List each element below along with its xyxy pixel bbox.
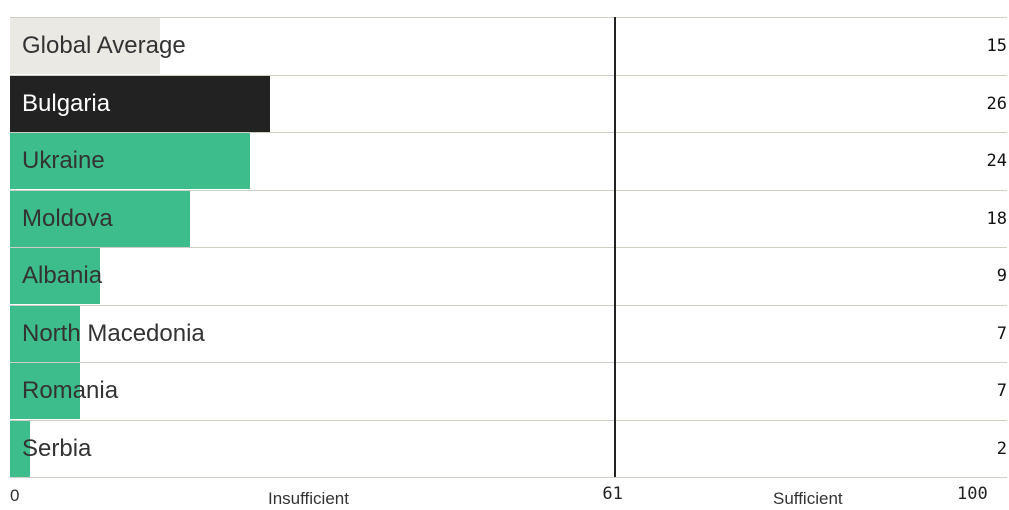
data-label: 9 <box>996 266 1007 286</box>
zone-label-sufficient: Sufficient <box>773 489 843 508</box>
category-label: Bulgaria <box>22 89 111 117</box>
bar <box>10 75 270 132</box>
bar-row: Global Average 15 <box>10 17 1009 74</box>
row-divider <box>10 362 1007 363</box>
row-divider <box>10 477 1007 478</box>
row-divider <box>10 247 1007 248</box>
bar <box>10 133 250 189</box>
category-label: North Macedonia <box>22 319 205 347</box>
data-label: 18 <box>986 208 1007 229</box>
bar <box>10 190 190 247</box>
data-label: 26 <box>986 93 1007 114</box>
bar-row: Romania 7 <box>10 362 1009 419</box>
axis-tick-max: 100 <box>957 484 988 504</box>
row-divider <box>10 305 1007 306</box>
bar-row: Serbia 2 <box>10 420 1009 477</box>
bar-row: Ukraine 24 <box>10 132 1009 189</box>
bar <box>10 305 80 362</box>
bar <box>10 420 30 477</box>
data-label: 7 <box>996 323 1007 344</box>
category-label: Serbia <box>22 434 92 462</box>
category-label: Global Average <box>22 32 186 59</box>
row-divider <box>10 420 1007 421</box>
category-label: Moldova <box>22 204 113 232</box>
category-label: Romania <box>22 377 119 404</box>
bar <box>10 18 160 74</box>
bar <box>10 248 100 304</box>
data-label: 7 <box>996 381 1007 401</box>
bar-row: Bulgaria 26 <box>10 75 1009 132</box>
axis-tick-min: 0 <box>10 486 20 505</box>
category-label: Albania <box>22 262 103 289</box>
data-label: 24 <box>986 151 1007 171</box>
bar-row: North Macedonia 7 <box>10 305 1009 362</box>
data-label: 2 <box>996 438 1007 459</box>
row-divider <box>10 190 1007 191</box>
row-divider <box>10 132 1007 133</box>
category-label: Ukraine <box>22 147 105 174</box>
row-divider <box>10 75 1007 76</box>
bar-row: Albania 9 <box>10 247 1009 304</box>
data-label: 15 <box>986 36 1007 56</box>
threshold-line <box>614 17 617 477</box>
row-divider <box>10 17 1007 18</box>
bar <box>10 363 80 419</box>
axis-tick-threshold: 61 <box>602 484 623 504</box>
bar-row: Moldova 18 <box>10 190 1009 247</box>
zone-label-insufficient: Insufficient <box>268 489 349 508</box>
